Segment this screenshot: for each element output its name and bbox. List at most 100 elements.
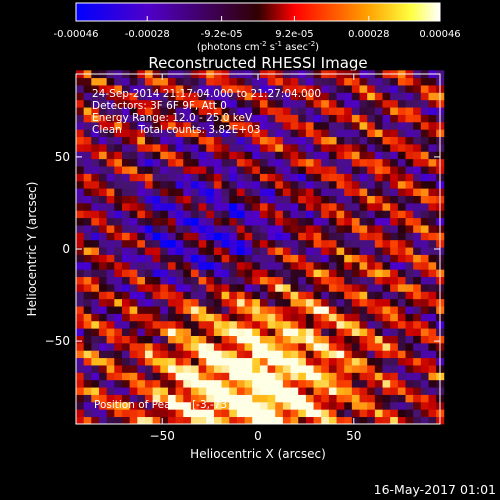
heatmap-pixel: [390, 107, 399, 115]
heatmap-pixel: [367, 144, 376, 152]
heatmap-pixel: [367, 394, 376, 403]
heatmap-pixel: [160, 416, 169, 425]
heatmap-pixel: [290, 210, 299, 219]
heatmap-pixel: [420, 247, 429, 255]
heatmap-pixel: [91, 77, 100, 86]
heatmap-pixel: [290, 158, 299, 167]
heatmap-pixel: [183, 202, 192, 211]
heatmap-pixel: [160, 239, 169, 248]
heatmap-pixel: [213, 195, 222, 204]
heatmap-pixel: [252, 276, 261, 285]
heatmap-pixel: [351, 85, 360, 93]
heatmap-pixel: [198, 409, 207, 418]
heatmap-pixel: [152, 284, 161, 292]
heatmap-pixel: [144, 387, 154, 395]
heatmap-pixel: [144, 166, 154, 174]
heatmap-pixel: [198, 394, 207, 403]
heatmap-pixel: [290, 365, 299, 373]
heatmap-pixel: [76, 202, 85, 211]
heatmap-pixel: [313, 85, 322, 93]
heatmap-pixel: [76, 166, 85, 174]
heatmap-pixel: [167, 365, 177, 373]
heatmap-pixel: [390, 114, 399, 123]
heatmap-pixel: [267, 284, 276, 292]
heatmap-pixel: [305, 99, 314, 108]
heatmap-pixel: [259, 247, 268, 255]
heatmap-pixel: [413, 217, 422, 226]
heatmap-pixel: [167, 188, 177, 196]
heatmap-pixel: [405, 121, 414, 130]
heatmap-pixel: [144, 239, 154, 248]
heatmap-pixel: [76, 195, 85, 204]
heatmap-pixel: [152, 365, 161, 373]
heatmap-pixel: [259, 357, 268, 366]
heatmap-pixel: [183, 247, 192, 255]
heatmap-pixel: [313, 342, 322, 351]
heatmap-pixel: [206, 387, 215, 395]
heatmap-pixel: [282, 136, 291, 145]
heatmap-pixel: [428, 276, 437, 285]
heatmap-pixel: [76, 77, 85, 86]
heatmap-pixel: [282, 225, 291, 233]
heatmap-pixel: [175, 357, 184, 366]
heatmap-pixel: [397, 107, 406, 115]
heatmap-pixel: [351, 151, 360, 160]
heatmap-pixel: [167, 394, 177, 403]
x-tick-label: 50: [346, 429, 361, 443]
heatmap-pixel: [206, 114, 215, 123]
heatmap-pixel: [290, 306, 299, 314]
heatmap-pixel: [229, 136, 238, 145]
heatmap-pixel: [198, 416, 207, 425]
heatmap-pixel: [275, 129, 284, 138]
heatmap-pixel: [152, 173, 161, 182]
heatmap-pixel: [359, 335, 368, 344]
heatmap-pixel: [390, 129, 399, 138]
heatmap-pixel: [137, 342, 146, 351]
heatmap-pixel: [275, 225, 284, 233]
heatmap-pixel: [367, 409, 376, 418]
heatmap-pixel: [114, 173, 123, 182]
heatmap-pixel: [137, 158, 146, 167]
heatmap-pixel: [98, 247, 108, 255]
heatmap-pixel: [183, 173, 192, 182]
heatmap-pixel: [328, 188, 337, 196]
heatmap-pixel: [160, 114, 169, 123]
heatmap-pixel: [382, 180, 391, 189]
heatmap-pixel: [328, 276, 337, 285]
heatmap-pixel: [213, 99, 222, 108]
heatmap-pixel: [259, 121, 268, 130]
heatmap-pixel: [298, 107, 307, 115]
heatmap-pixel: [114, 202, 123, 211]
heatmap-pixel: [206, 129, 215, 138]
heatmap-pixel: [336, 232, 345, 241]
heatmap-pixel: [321, 202, 330, 211]
heatmap-pixel: [374, 239, 383, 248]
heatmap-pixel: [106, 365, 115, 373]
heatmap-pixel: [129, 335, 138, 344]
colorbar-gradient: [75, 2, 441, 22]
heatmap-pixel: [259, 387, 268, 395]
heatmap-pixel: [351, 107, 360, 115]
heatmap-pixel: [390, 261, 399, 270]
heatmap-pixel: [83, 335, 92, 344]
heatmap-pixel: [160, 85, 169, 93]
heatmap-pixel: [137, 394, 146, 403]
heatmap-pixel: [390, 387, 399, 395]
heatmap-pixel: [236, 401, 245, 410]
heatmap-pixel: [252, 217, 261, 226]
heatmap-pixel: [390, 225, 399, 233]
heatmap-pixel: [259, 188, 268, 196]
heatmap-pixel: [167, 387, 177, 395]
heatmap-pixel: [252, 247, 261, 255]
heatmap-pixel: [313, 416, 322, 425]
heatmap-pixel: [144, 350, 154, 359]
heatmap-pixel: [221, 269, 230, 278]
heatmap-pixel: [382, 379, 391, 388]
heatmap-pixel: [114, 342, 123, 351]
heatmap-pixel: [282, 247, 291, 255]
heatmap-pixel: [252, 232, 261, 241]
heatmap-pixel: [382, 247, 391, 255]
heatmap-pixel: [321, 350, 330, 359]
heatmap-pixel: [144, 416, 154, 425]
heatmap-pixel: [397, 144, 406, 152]
